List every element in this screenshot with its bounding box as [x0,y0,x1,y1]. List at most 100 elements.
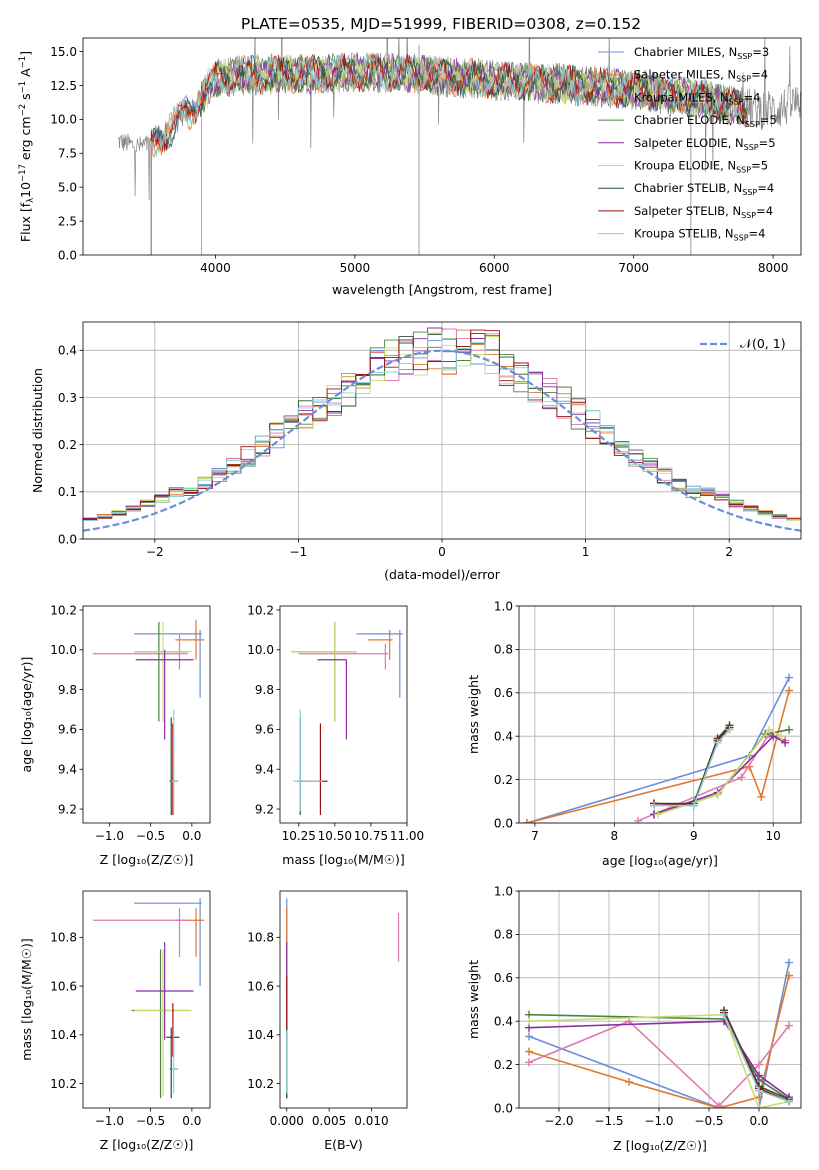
series-point [785,1021,793,1030]
y-tick-label: 0.8 [494,643,513,657]
x-tick-label: 10.50 [318,829,352,843]
x-tick-label: 9 [690,829,698,843]
y-tick-label: 0.2 [494,1058,513,1072]
axes-frame [279,605,408,824]
series-point [769,732,778,741]
x-tick-label: −1.0 [95,829,124,843]
plot-content [291,621,403,816]
series-point [781,738,790,747]
weight-vs-metallicity-panel: −2.0 −1.5 −1.0 −0.5 0.0 0.0 0.2 0.4 0.6 0.8 1.0 Z [… [466,884,802,1153]
series-line [528,975,790,1108]
y-tick-label: 9.8 [58,683,77,697]
axes-frame [82,890,211,1109]
legend-entry: 𝒩(0, 1) [740,336,786,351]
x-axis-label: Z [log₁₀(Z/Z☉)] [613,1138,707,1153]
series-point [625,1077,633,1086]
y-tick-label: 9.4 [255,763,274,777]
y-tick-label: 10.0 [50,113,77,127]
y-tick-label: 1.0 [494,884,513,898]
series-point [777,732,786,741]
series-point [634,816,643,823]
series-point [689,801,698,810]
plot-content [286,898,400,1099]
y-tick-label: 15.0 [50,45,77,59]
y-tick-label: 9.2 [255,802,274,816]
plot-content [525,958,793,1108]
series-point [755,1086,763,1095]
legend: Chabrier MILES, NSSP=3 Salpeter MILES, NS… [598,45,777,243]
legend-entry: Chabrier STELIB, NSSP=4 [634,181,774,197]
x-tick-label: 2 [725,545,733,559]
x-tick-label: 1 [582,545,590,559]
y-tick-label: 0.6 [494,971,513,985]
y-axis-label: mass weight [466,960,481,1039]
x-tick-label: 0.0 [182,1114,201,1128]
series-point [785,1097,793,1106]
y-tick-label: 5.0 [58,180,77,194]
plot-content [92,619,205,816]
y-tick-label: 2.5 [58,214,77,228]
x-tick-label: 10.25 [282,829,316,843]
series-point [525,1017,533,1026]
y-tick-label: 10.6 [50,979,77,993]
x-tick-label: 8000 [758,261,789,275]
y-tick-label: 10.2 [247,1077,274,1091]
model-spectrum [150,52,749,255]
y-tick-label: 12.5 [50,79,77,93]
y-tick-label: 10.8 [50,931,77,945]
legend-entry: Salpeter ELODIE, NSSP=5 [634,136,776,152]
y-tick-label: 0.0 [58,532,77,546]
x-axis-label: (data-model)/error [384,567,501,582]
legend-entry: Kroupa STELIB, NSSP=4 [634,227,765,243]
series-point [654,810,663,819]
spectrum-panel: 4000 5000 6000 7000 8000 0.0 2.5 5.0 7.5 10.0 12.5… [18,37,802,297]
y-axis-label: mass [log₁₀(M/M☉)] [19,938,34,1060]
histogram-series [83,332,801,539]
y-tick-label: 10.2 [50,603,77,617]
legend-entry: Kroupa ELODIE, NSSP=5 [634,159,768,175]
gaussian-curve [83,349,801,532]
legend-entry: Chabrier ELODIE, NSSP=5 [634,113,777,129]
x-tick-label: 8 [611,829,619,843]
axes-frame [518,605,802,824]
x-axis-label: age [log₁₀(age/yr)] [602,853,718,868]
axes-frame [518,890,802,1109]
y-tick-label: 0.0 [494,1101,513,1115]
plot-content [83,327,801,539]
x-tick-label: 10 [766,829,781,843]
y-tick-label: 10.4 [50,1028,77,1042]
x-tick-label: 0 [438,545,446,559]
series-point [720,1010,728,1019]
x-tick-label: −1.0 [644,1114,673,1128]
axes-frame [82,605,211,824]
x-tick-label: 4000 [200,261,231,275]
legend-entry: Chabrier MILES, NSSP=3 [634,45,769,61]
legend-entry: Salpeter MILES, NSSP=4 [634,68,768,84]
x-axis-label: Z [log₁₀(Z/Z☉)] [100,1137,194,1152]
residual-histogram-panel: −2 −1 0 1 2 0.0 0.1 0.2 0.3 0.4 𝒩(0, 1) (data-model… [30,321,802,582]
series-point [737,773,746,782]
y-tick-label: 0.4 [494,730,513,744]
y-tick-label: 10.2 [247,603,274,617]
y-tick-label: 0.3 [58,391,77,405]
y-tick-label: 10.0 [247,643,274,657]
series-point [765,725,774,734]
plot-content [92,898,205,1099]
y-tick-label: 10.6 [247,979,274,993]
age-vs-metallicity-panel: −1.0 −0.5 0.0 9.2 9.4 9.6 9.8 10.0 10.2 Z [log₁₀(… [19,603,211,867]
y-tick-label: 1.0 [494,599,513,613]
y-tick-label: 10.0 [50,643,77,657]
x-tick-label: −1 [290,545,308,559]
series-point [755,1060,763,1069]
series-point [755,1104,763,1108]
series-point [525,1047,533,1056]
series-line [637,733,786,822]
y-tick-label: 10.8 [247,931,274,945]
model-spectrum [150,53,749,255]
weight-vs-age-panel: 7 8 9 10 0.0 0.2 0.4 0.6 0.8 1.0 age [log₁₀(age/yr… [466,599,802,868]
y-tick-label: 9.8 [255,683,274,697]
series-point [785,686,794,695]
series-point [785,958,793,967]
series-point [785,673,794,682]
y-tick-label: 0.2 [58,438,77,452]
